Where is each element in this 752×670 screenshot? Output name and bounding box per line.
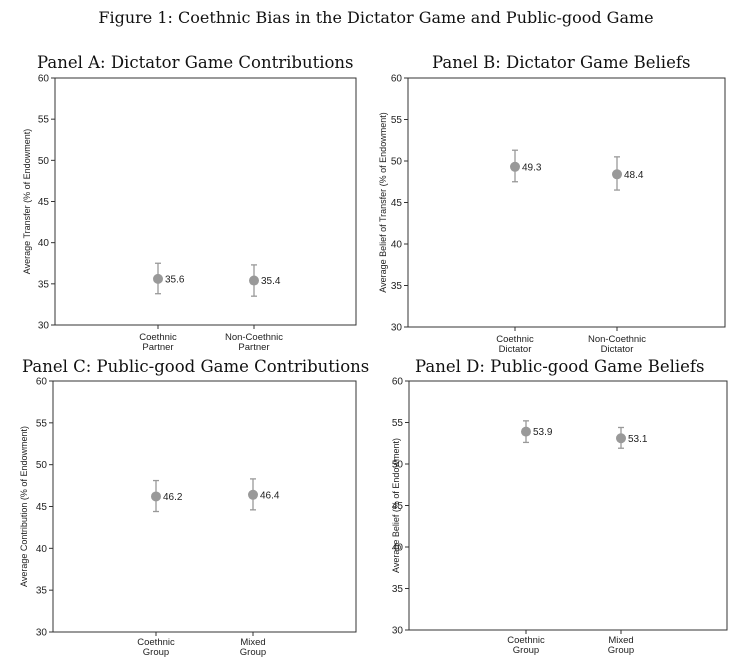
data-point [153,273,163,284]
x-category-label: Dictator [499,344,532,355]
y-tick-label: 30 [38,321,50,332]
y-tick-label: 60 [391,74,403,85]
y-tick-label: 30 [391,323,403,334]
data-point [151,491,161,502]
data-point [616,433,626,444]
y-tick-label: 35 [38,279,50,290]
x-category-label: Group [240,647,266,658]
y-tick-label: 45 [38,197,50,208]
panel-c-title: Panel C: Public-good Game Contributions [22,357,370,376]
x-category-label: Coethnic [139,332,177,343]
y-axis-label: Average Belief (% of Endowment) [391,438,401,573]
y-tick-label: 60 [36,377,48,388]
data-label: 46.2 [163,492,183,503]
data-point [510,161,520,172]
x-category-label: Partner [142,342,173,353]
y-tick-label: 55 [392,418,404,429]
y-tick-label: 40 [38,238,50,249]
y-tick-label: 45 [36,502,48,513]
y-axis-label: Average Contribution (% of Endowment) [19,426,29,587]
panel-b-title: Panel B: Dictator Game Beliefs [432,53,691,72]
y-axis-label: Average Transfer (% of Endowment) [22,129,32,274]
x-category-label: Non-Coethnic [588,334,646,345]
data-label: 53.1 [628,434,648,445]
x-category-label: Mixed [240,637,265,648]
data-point [248,489,258,500]
y-tick-label: 35 [392,584,404,595]
data-label: 35.6 [165,274,185,285]
data-label: 49.3 [522,162,542,173]
x-category-label: Coethnic [137,637,175,648]
y-axis-label: Average Belief of Transfer (% of Endowme… [378,112,388,292]
y-tick-label: 50 [391,157,403,168]
data-label: 46.4 [260,490,280,501]
panel-d-title: Panel D: Public-good Game Beliefs [415,357,705,376]
figure-title: Figure 1: Coethnic Bias in the Dictator … [98,8,654,27]
data-label: 35.4 [261,276,281,287]
data-point [612,169,622,180]
y-tick-label: 40 [36,544,48,555]
y-tick-label: 30 [36,628,48,639]
data-point [249,275,259,286]
y-tick-label: 60 [392,377,404,388]
x-category-label: Partner [238,342,269,353]
x-category-label: Coethnic [507,635,545,646]
y-tick-label: 55 [391,115,403,126]
y-tick-label: 50 [38,156,50,167]
y-tick-label: 55 [36,418,48,429]
y-tick-label: 55 [38,115,50,126]
y-tick-label: 60 [38,74,50,85]
y-tick-label: 45 [392,501,404,512]
x-category-label: Group [608,645,634,656]
x-category-label: Coethnic [496,334,534,345]
y-tick-label: 35 [36,586,48,597]
panel-a-title: Panel A: Dictator Game Contributions [37,53,354,72]
plot-frame [408,380,728,631]
y-tick-label: 45 [391,198,403,209]
y-tick-label: 30 [392,626,404,637]
y-tick-label: 50 [392,460,404,471]
x-category-label: Mixed [608,635,633,646]
y-tick-label: 40 [392,543,404,554]
x-category-label: Dictator [601,344,634,355]
data-label: 48.4 [624,170,644,181]
x-category-label: Group [143,647,169,658]
data-point [521,426,531,437]
data-label: 53.9 [533,427,553,438]
y-tick-label: 35 [391,281,403,292]
x-category-label: Non-Coethnic [225,332,283,343]
x-category-label: Group [513,645,539,656]
y-tick-label: 50 [36,460,48,471]
y-tick-label: 40 [391,240,403,251]
